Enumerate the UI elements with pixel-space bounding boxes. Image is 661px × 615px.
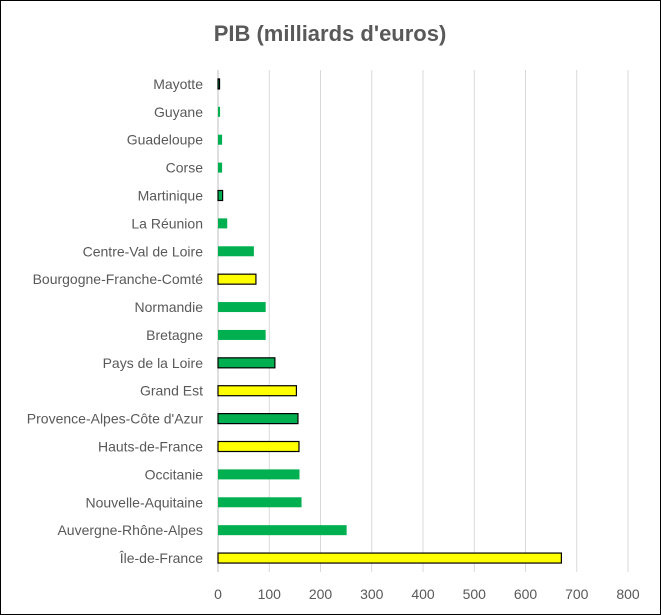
- bar-martinique: [217, 189, 224, 202]
- category-label: Guadeloupe: [127, 132, 204, 148]
- x-tick-label: 600: [514, 586, 538, 602]
- chart-title: PIB (milliards d'euros): [214, 21, 447, 46]
- category-label: Provence-Alpes-Côte d'Azur: [27, 411, 204, 427]
- category-label: Guyane: [154, 104, 203, 120]
- x-tick-label: 400: [411, 586, 435, 602]
- bar-bretagne: [218, 329, 266, 340]
- bar-mayotte: [217, 78, 221, 90]
- x-axis-tick-labels: 0 100 200 300 400 500 600 700 800: [214, 586, 640, 602]
- x-tick-label: 100: [258, 586, 282, 602]
- category-label: Occitanie: [145, 466, 204, 482]
- bar-nouvelle-aquitaine: [218, 497, 302, 508]
- category-label: Bourgogne-Franche-Comté: [33, 271, 204, 287]
- category-label: Corse: [166, 160, 204, 176]
- x-tick-label: 300: [360, 586, 384, 602]
- x-tick-label: 800: [616, 586, 640, 602]
- bar-normandie: [218, 302, 266, 313]
- category-label: Pays de la Loire: [103, 355, 204, 371]
- category-labels: Mayotte Guyane Guadeloupe Corse Martinique La…: [27, 76, 204, 566]
- bar-auvergne-rh-ne-alpes: [218, 525, 347, 536]
- x-tick-label: 200: [309, 586, 333, 602]
- x-tick-label: 0: [214, 586, 222, 602]
- x-tick-label: 700: [565, 586, 589, 602]
- bar-provence-alpes-c-te-d-azur: [217, 413, 299, 425]
- gridlines: [217, 70, 629, 572]
- category-label: Bretagne: [146, 327, 203, 343]
- bar-la-r-union: [218, 218, 228, 229]
- bar-guadeloupe: [218, 134, 223, 145]
- category-label: Grand Est: [140, 383, 203, 399]
- category-label: Île-de-France: [119, 550, 203, 566]
- category-label: Nouvelle-Aquitaine: [85, 494, 203, 510]
- category-label: Hauts-de-France: [98, 439, 203, 455]
- bar-bourgogne-franche-comt-: [217, 273, 257, 285]
- category-label: La Réunion: [131, 215, 203, 231]
- bar-hauts-de-france: [217, 440, 300, 453]
- category-label: Normandie: [135, 299, 204, 315]
- bars: [217, 78, 562, 564]
- bar-pays-de-la-loire: [217, 357, 276, 369]
- bar-centre-val-de-loire: [218, 246, 254, 257]
- bar--le-de-france: [217, 552, 562, 564]
- category-label: Centre-Val de Loire: [83, 243, 204, 259]
- bar-occitanie: [218, 469, 300, 480]
- bar-guyane: [218, 106, 221, 117]
- category-label: Martinique: [138, 188, 204, 204]
- x-tick-label: 500: [463, 586, 487, 602]
- bar-corse: [218, 162, 223, 173]
- bar-grand-est: [217, 385, 298, 397]
- category-label: Auvergne-Rhône-Alpes: [57, 522, 203, 538]
- category-label: Mayotte: [153, 76, 203, 92]
